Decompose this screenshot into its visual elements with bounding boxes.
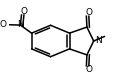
- Text: N: N: [18, 20, 24, 29]
- Text: O: O: [0, 20, 7, 29]
- Text: N: N: [95, 36, 102, 45]
- Text: O: O: [21, 7, 28, 16]
- Text: O: O: [86, 9, 93, 17]
- Text: O: O: [86, 65, 93, 73]
